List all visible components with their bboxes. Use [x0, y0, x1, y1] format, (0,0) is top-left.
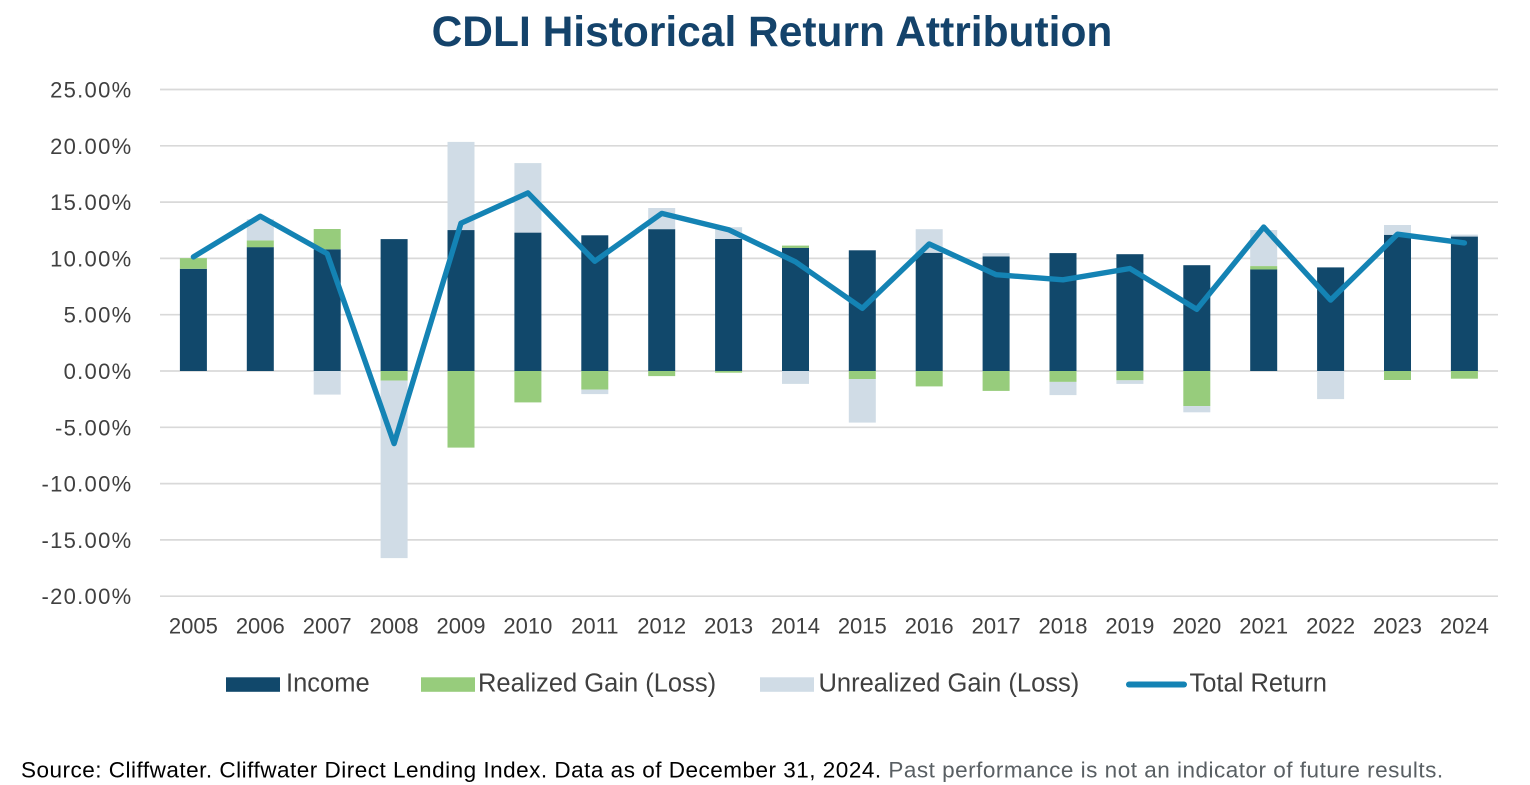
svg-text:2022: 2022	[1306, 614, 1355, 639]
svg-text:2021: 2021	[1239, 614, 1288, 639]
svg-text:2010: 2010	[503, 614, 552, 639]
svg-text:Realized Gain (Loss): Realized Gain (Loss)	[478, 670, 716, 698]
svg-text:-5.00%: -5.00%	[55, 415, 133, 440]
svg-text:Income: Income	[286, 670, 370, 698]
svg-text:2014: 2014	[771, 614, 820, 639]
svg-text:10.00%: 10.00%	[50, 246, 132, 271]
svg-text:2023: 2023	[1373, 614, 1422, 639]
svg-text:2017: 2017	[972, 614, 1021, 639]
svg-text:-20.00%: -20.00%	[41, 584, 132, 609]
svg-text:0.00%: 0.00%	[64, 359, 133, 384]
svg-text:25.00%: 25.00%	[50, 78, 132, 103]
svg-text:2020: 2020	[1172, 614, 1221, 639]
svg-text:5.00%: 5.00%	[64, 303, 133, 328]
svg-text:-10.00%: -10.00%	[41, 472, 132, 497]
svg-text:2006: 2006	[236, 614, 285, 639]
svg-text:2024: 2024	[1440, 614, 1489, 639]
svg-text:2013: 2013	[704, 614, 753, 639]
svg-text:2009: 2009	[437, 614, 486, 639]
svg-text:-15.00%: -15.00%	[41, 528, 132, 553]
svg-text:CDLI Historical Return Attribu: CDLI Historical Return Attribution	[432, 9, 1113, 56]
svg-text:15.00%: 15.00%	[50, 190, 132, 215]
svg-text:20.00%: 20.00%	[50, 134, 132, 159]
svg-text:Source: Cliffwater. Cliffwater: Source: Cliffwater. Cliffwater Direct Le…	[21, 758, 1444, 783]
svg-text:2007: 2007	[303, 614, 352, 639]
svg-text:Unrealized Gain (Loss): Unrealized Gain (Loss)	[819, 670, 1080, 698]
svg-text:2016: 2016	[905, 614, 954, 639]
svg-text:2019: 2019	[1105, 614, 1154, 639]
svg-text:2005: 2005	[169, 614, 218, 639]
svg-text:Total Return: Total Return	[1190, 670, 1328, 698]
svg-text:2015: 2015	[838, 614, 887, 639]
svg-text:2011: 2011	[571, 614, 618, 639]
svg-text:2008: 2008	[370, 614, 419, 639]
svg-text:2018: 2018	[1039, 614, 1088, 639]
svg-text:2012: 2012	[637, 614, 686, 639]
